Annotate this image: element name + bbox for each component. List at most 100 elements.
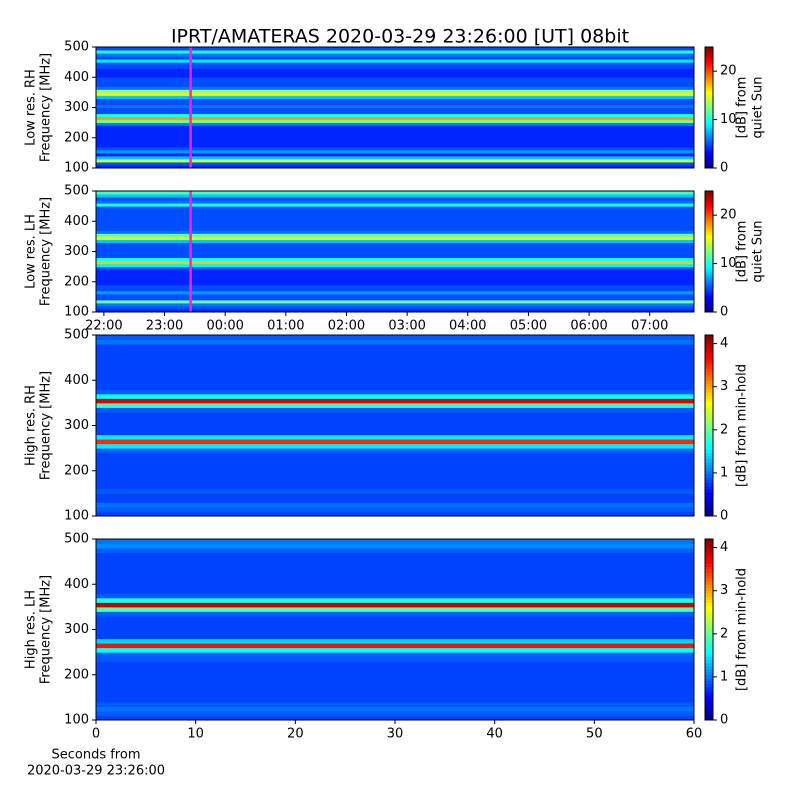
colorbar-step [705, 668, 713, 673]
colorbar-step [705, 503, 713, 508]
heat-cell [96, 335, 694, 341]
heat-cell [96, 137, 694, 142]
colorbar-label: [dB] from min-hold [735, 568, 750, 691]
colorbar-label: [dB] from [735, 221, 750, 283]
colorbar-step [705, 353, 713, 357]
heat-cell [96, 488, 694, 494]
colorbar-step [705, 223, 713, 226]
heat-cell [96, 371, 694, 377]
heat-cell [96, 479, 694, 485]
heat-cell [96, 83, 694, 87]
x-axis-label: 2020-03-29 23:26:00 [27, 764, 165, 779]
colorbar-step [705, 217, 713, 220]
colorbar-step [705, 563, 713, 567]
colorbar-step [705, 71, 713, 74]
colorbar-step [705, 380, 713, 384]
colorbar-step [705, 416, 713, 420]
colorbar-step [705, 303, 713, 307]
heat-cell [96, 257, 694, 262]
heat-cell [96, 656, 694, 662]
heat-cell [96, 579, 694, 585]
heat-cell [96, 448, 694, 454]
heat-cell [96, 161, 694, 166]
colorbar-step [705, 581, 713, 585]
y-axis-label: Low res. LH [24, 214, 39, 289]
colorbar-step [705, 55, 713, 58]
colorbar-step [705, 213, 713, 216]
colorbar-step [705, 566, 713, 570]
heat-cell [96, 77, 694, 81]
heat-cell [96, 439, 694, 445]
heat-cell [96, 683, 694, 689]
colorbar-step [705, 65, 713, 68]
colorbar-step [705, 440, 713, 445]
heat-cell [96, 493, 694, 499]
colorbar-step [705, 69, 713, 72]
y-tick-label: 300 [64, 244, 89, 259]
colorbar-step [705, 491, 713, 496]
colorbar-step [705, 121, 713, 125]
heat-cell [96, 434, 694, 440]
heat-cell [96, 251, 694, 256]
colorbar-step [705, 620, 713, 624]
colorbar-step [705, 261, 713, 265]
heat-cell [96, 552, 694, 558]
heat-cell [96, 393, 694, 399]
colorbar-step [705, 590, 713, 594]
heat-cell [96, 620, 694, 626]
colorbar-step [705, 335, 713, 339]
heat-cell [96, 233, 694, 237]
colorbar-step [705, 103, 713, 106]
colorbar-step [705, 695, 713, 700]
colorbar-step [705, 285, 713, 289]
colorbar-step [705, 479, 713, 484]
colorbar-step [705, 77, 713, 80]
colorbar-step [705, 575, 713, 579]
colorbar-tick-label: 0 [720, 713, 728, 728]
heat-cell [96, 670, 694, 676]
x-tick-label: 40 [486, 727, 503, 742]
heat-cell [96, 149, 694, 154]
heat-cell [96, 402, 694, 408]
heat-cell [96, 65, 694, 69]
colorbar-step [705, 259, 713, 263]
colorbar-step [705, 67, 713, 70]
colorbar-step [705, 267, 713, 271]
heat-cell [96, 348, 694, 354]
colorbar-step [705, 155, 713, 159]
colorbar-step [705, 602, 713, 606]
colorbar-step [705, 389, 713, 393]
heat-cell [96, 95, 694, 99]
heat-cell [96, 59, 694, 63]
colorbar-step [705, 193, 713, 196]
colorbar-step [705, 141, 713, 145]
colorbar-tick-label: 1 [720, 669, 728, 684]
heat-cell [96, 218, 694, 222]
heat-cell [96, 272, 694, 277]
colorbar-step [705, 512, 713, 517]
colorbar-step [705, 307, 713, 311]
heat-cell [96, 194, 694, 198]
colorbar-step [705, 407, 713, 411]
colorbar-step [705, 191, 713, 194]
x-tick-label: 05:00 [510, 319, 547, 334]
colorbar-step [705, 701, 713, 706]
heat-cell [96, 290, 694, 295]
colorbar-step [705, 271, 713, 275]
colorbar-tick-label: 20 [720, 64, 737, 79]
colorbar-step [705, 265, 713, 269]
colorbar-step [705, 279, 713, 283]
heat-cell [96, 71, 694, 75]
colorbar-step [705, 133, 713, 137]
colorbar-step [705, 295, 713, 299]
heat-cell [96, 224, 694, 228]
colorbar-frame [704, 190, 714, 313]
heat-cell [96, 206, 694, 210]
colorbar-step [705, 698, 713, 703]
colorbar-step [705, 359, 713, 363]
heat-cell [96, 548, 694, 554]
heat-cell [96, 679, 694, 685]
colorbar-step [705, 593, 713, 597]
x-tick-label: 23:00 [146, 319, 183, 334]
